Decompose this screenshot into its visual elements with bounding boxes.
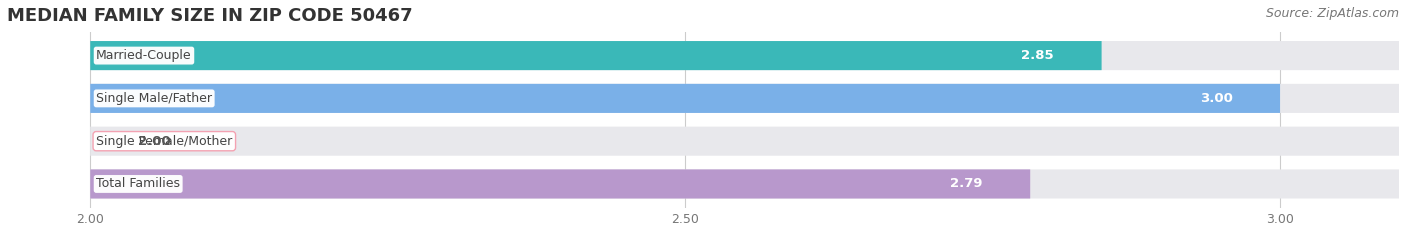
Text: Source: ZipAtlas.com: Source: ZipAtlas.com xyxy=(1265,7,1399,20)
Text: Single Female/Mother: Single Female/Mother xyxy=(96,135,232,148)
Text: MEDIAN FAMILY SIZE IN ZIP CODE 50467: MEDIAN FAMILY SIZE IN ZIP CODE 50467 xyxy=(7,7,412,25)
Text: Single Male/Father: Single Male/Father xyxy=(96,92,212,105)
FancyBboxPatch shape xyxy=(90,169,1399,199)
FancyBboxPatch shape xyxy=(90,169,1031,199)
FancyBboxPatch shape xyxy=(90,84,1399,113)
Text: 3.00: 3.00 xyxy=(1199,92,1233,105)
Text: 2.79: 2.79 xyxy=(950,178,983,190)
Text: Total Families: Total Families xyxy=(96,178,180,190)
Text: 2.85: 2.85 xyxy=(1021,49,1054,62)
FancyBboxPatch shape xyxy=(90,127,1399,156)
FancyBboxPatch shape xyxy=(90,84,1279,113)
FancyBboxPatch shape xyxy=(90,41,1101,70)
Text: 2.00: 2.00 xyxy=(138,135,170,148)
FancyBboxPatch shape xyxy=(90,41,1399,70)
Text: Married-Couple: Married-Couple xyxy=(96,49,191,62)
